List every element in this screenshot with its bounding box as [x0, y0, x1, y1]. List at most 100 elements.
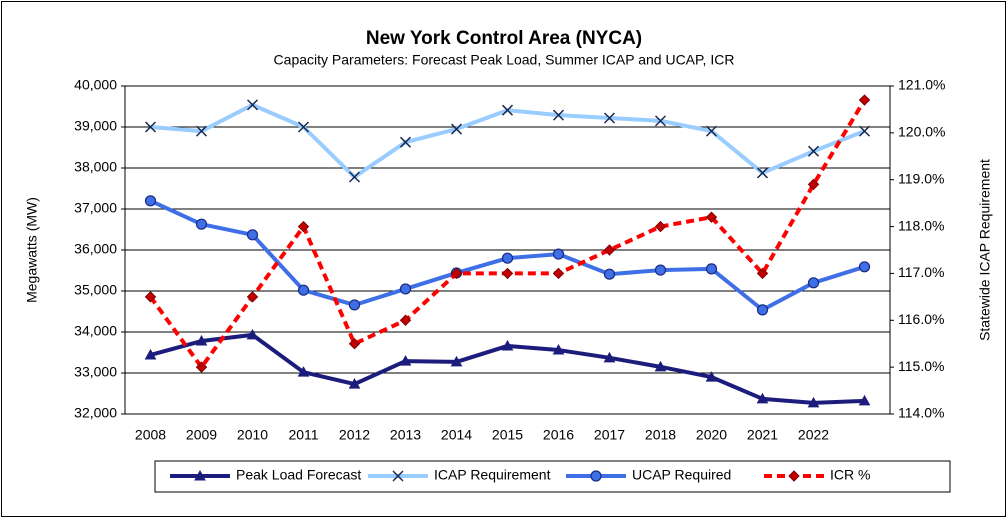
data-point [858, 394, 871, 406]
y-tick-label: 37,000 [74, 200, 117, 216]
data-point [603, 112, 616, 124]
x-tick-label: 2015 [492, 427, 523, 443]
y2-tick-label: 117.0% [898, 264, 944, 280]
data-point [858, 125, 871, 137]
x-tick-label: 2014 [441, 427, 472, 443]
y2-tick-label: 118.0% [898, 217, 944, 233]
data-point [246, 291, 259, 303]
data-point [450, 355, 463, 367]
data-point [756, 304, 769, 316]
data-point [807, 178, 820, 191]
legend-label: UCAP Required [632, 467, 731, 483]
chart-title: New York Control Area (NYCA) [366, 28, 642, 49]
y2-tick-label: 115.0% [898, 358, 944, 374]
y2-tick-label: 116.0% [898, 311, 944, 327]
data-point [654, 220, 667, 233]
x-tick-label: 2022 [798, 427, 829, 443]
legend-label: Peak Load Forecast [236, 467, 361, 483]
data-point [654, 264, 667, 276]
x-tick-label: 2016 [543, 427, 574, 443]
legend-marker [590, 470, 602, 482]
x-tick-label: 2009 [186, 427, 217, 443]
x-tick-label: 2018 [645, 427, 676, 443]
data-point [144, 121, 157, 133]
x-tick-label: 2008 [135, 427, 166, 443]
y-axis-label: Megawatts (MW) [24, 197, 40, 303]
chart-subtitle: Capacity Parameters: Forecast Peak Load,… [274, 52, 735, 68]
x-tick-label: 2010 [237, 427, 268, 443]
data-point [858, 94, 871, 106]
data-point [603, 351, 616, 363]
data-point [144, 195, 157, 207]
data-point [195, 334, 208, 346]
data-point [756, 167, 769, 179]
x-tick-label: 2013 [390, 427, 421, 443]
data-point [348, 299, 361, 311]
data-point [195, 361, 208, 373]
legend-marker [194, 469, 206, 481]
data-point [297, 220, 310, 233]
data-point [552, 248, 565, 260]
data-point [246, 328, 259, 340]
data-point [399, 283, 412, 295]
data-point [756, 392, 769, 404]
y-tick-label: 36,000 [74, 241, 117, 257]
data-point [246, 99, 259, 111]
data-point [501, 104, 514, 116]
data-point [297, 366, 310, 377]
data-point [654, 360, 667, 372]
data-point [807, 145, 820, 157]
legend-label: ICR % [830, 467, 870, 483]
data-point [348, 338, 361, 350]
data-point [348, 171, 361, 183]
data-point [552, 344, 565, 355]
data-point [501, 252, 514, 264]
x-tick-label: 2012 [339, 427, 370, 443]
data-point [501, 267, 514, 280]
data-point [297, 284, 310, 296]
y-tick-label: 40,000 [74, 77, 117, 93]
data-point [246, 229, 259, 241]
data-point [399, 136, 412, 148]
data-point [705, 125, 718, 137]
y-tick-label: 32,000 [74, 405, 117, 421]
data-point [654, 115, 667, 127]
data-point [348, 378, 361, 389]
y2-tick-label: 120.0% [898, 124, 945, 140]
data-point [552, 267, 565, 280]
data-point [399, 314, 412, 326]
x-tick-label: 2020 [696, 427, 727, 443]
x-tick-label: 2021 [747, 427, 778, 443]
legend-marker [788, 470, 800, 482]
data-point [807, 396, 820, 408]
y2-tick-label: 114.0% [898, 405, 944, 421]
data-point [144, 348, 157, 360]
x-tick-label: 2017 [594, 427, 625, 443]
y-tick-label: 39,000 [74, 118, 117, 134]
data-point [399, 355, 412, 366]
legend-marker [392, 470, 404, 482]
x-tick-label: 2011 [288, 427, 318, 443]
data-point [603, 268, 616, 280]
y2-tick-label: 119.0% [898, 170, 944, 186]
y-tick-label: 33,000 [74, 364, 117, 380]
y-tick-label: 38,000 [74, 159, 117, 175]
y-tick-label: 34,000 [74, 323, 117, 339]
legend-label: ICAP Requirement [434, 467, 551, 483]
data-point [858, 261, 871, 273]
data-point [603, 244, 616, 256]
data-point [705, 211, 718, 223]
data-point [195, 218, 208, 230]
data-point [807, 277, 820, 289]
y-tick-label: 35,000 [74, 282, 117, 298]
y2-tick-label: 121.0% [898, 77, 945, 93]
data-point [450, 123, 463, 135]
data-point [195, 125, 208, 137]
data-point [297, 121, 310, 133]
data-point [450, 267, 463, 280]
y2-axis-label: Statewide ICAP Requirement [977, 159, 993, 341]
data-point [756, 267, 769, 280]
data-point [501, 339, 514, 351]
